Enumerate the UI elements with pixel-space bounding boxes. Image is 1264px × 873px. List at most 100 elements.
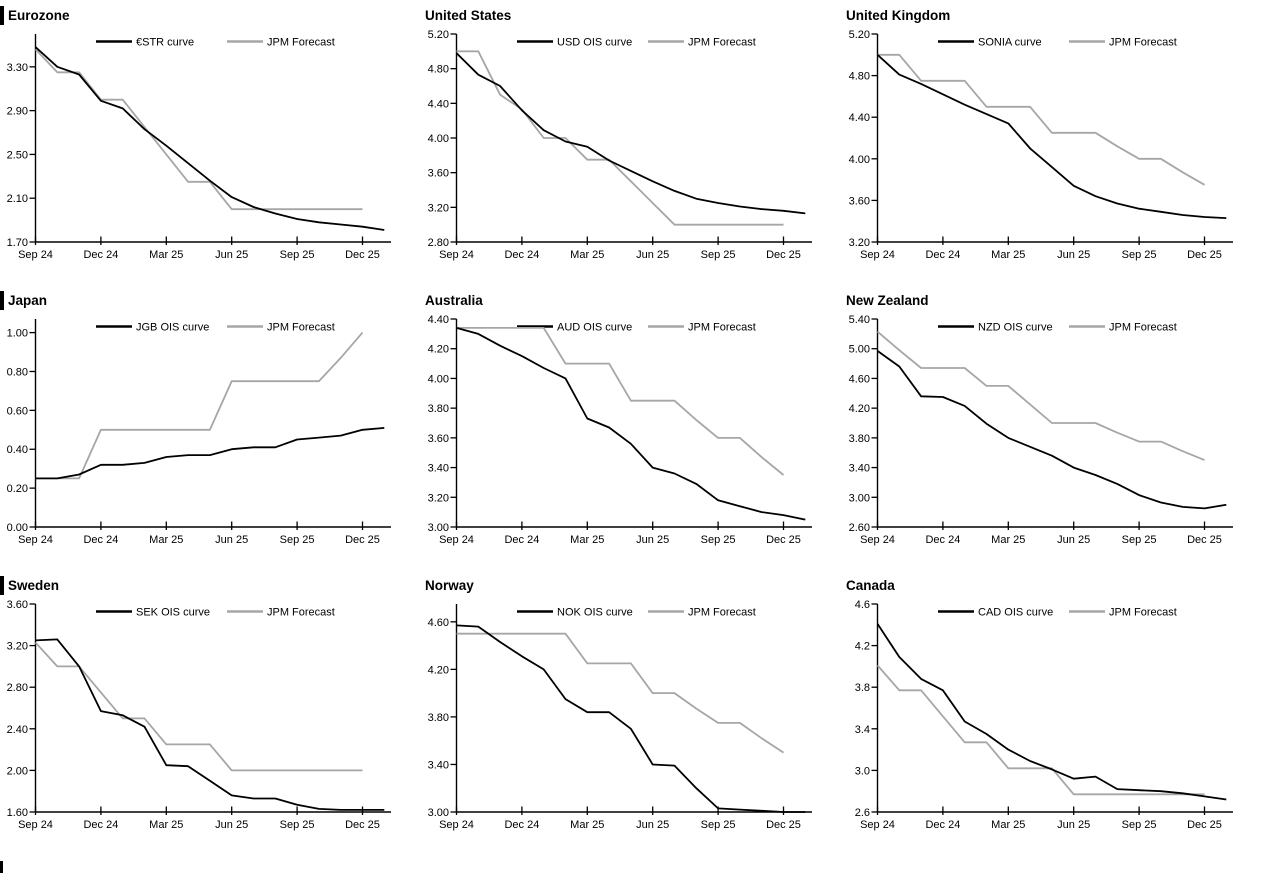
x-tick-label: Dec 24 bbox=[83, 249, 118, 261]
chart-cell-australia: Australia AUD OIS curve JPM Forecast 3.00 3.… bbox=[421, 285, 842, 570]
forecast-line bbox=[34, 641, 363, 772]
x-tick-label: Jun 25 bbox=[215, 534, 248, 546]
section-bar bbox=[0, 5, 4, 25]
x-tick-label: Sep 25 bbox=[280, 249, 315, 261]
y-tick-label: 4.6 bbox=[855, 599, 870, 611]
y-tick-label: 3.60 bbox=[428, 168, 449, 180]
chart-cell-united-states: United States USD OIS curve JPM Forecast 2.… bbox=[421, 0, 842, 285]
y-tick-label: 0.00 bbox=[7, 522, 28, 534]
legend-forecast-label: JPM Forecast bbox=[688, 322, 756, 334]
legend-ois-label: USD OIS curve bbox=[557, 37, 632, 49]
legend-ois-label: NZD OIS curve bbox=[978, 322, 1053, 334]
x-tick-label: Sep 25 bbox=[1122, 819, 1157, 831]
x-tick-label: Dec 25 bbox=[345, 819, 380, 831]
y-tick-label: 5.00 bbox=[849, 344, 870, 356]
y-tick-label: 2.00 bbox=[7, 765, 28, 777]
x-tick-label: Sep 24 bbox=[860, 534, 895, 546]
y-tick-label: 3.40 bbox=[428, 463, 449, 475]
x-tick-label: Dec 25 bbox=[1187, 249, 1222, 261]
y-tick-label: 3.20 bbox=[7, 641, 28, 653]
y-tick-label: 4.40 bbox=[428, 314, 449, 326]
chart-title: United States bbox=[425, 7, 512, 23]
ois-curve-line bbox=[456, 624, 806, 813]
chart-title: Canada bbox=[846, 577, 895, 593]
chart-plot-united-states: USD OIS curve JPM Forecast 2.80 3.20 3.60 4.0… bbox=[428, 29, 812, 261]
y-tick-label: 5.20 bbox=[428, 29, 449, 41]
legend-ois-label: €STR curve bbox=[136, 37, 194, 49]
forecast-line bbox=[877, 53, 1205, 186]
forecast-line bbox=[456, 632, 784, 754]
chart-plot-canada: CAD OIS curve JPM Forecast 2.6 3.0 3.4 3.8 4.2… bbox=[855, 599, 1233, 831]
legend-forecast-label: JPM Forecast bbox=[1109, 37, 1177, 49]
chart-cell-united-kingdom: United Kingdom SONIA curve JPM Forecast 3.2… bbox=[842, 0, 1264, 285]
y-tick-label: 0.80 bbox=[7, 366, 28, 378]
x-tick-label: Sep 25 bbox=[1122, 534, 1157, 546]
x-tick-label: Sep 25 bbox=[701, 534, 736, 546]
x-tick-label: Sep 24 bbox=[439, 249, 474, 261]
legend-ois-label: AUD OIS curve bbox=[557, 322, 632, 334]
y-tick-label: 2.50 bbox=[7, 149, 28, 161]
x-tick-label: Jun 25 bbox=[215, 819, 248, 831]
y-tick-label: 3.8 bbox=[855, 682, 870, 694]
chart-title-row: United Kingdom bbox=[842, 0, 1264, 28]
x-tick-label: Dec 25 bbox=[345, 249, 380, 261]
y-tick-label: 3.80 bbox=[849, 433, 870, 445]
ois-curve-line bbox=[876, 623, 1227, 801]
x-tick-label: Sep 24 bbox=[860, 819, 895, 831]
ois-curve-line bbox=[455, 52, 806, 215]
x-tick-label: Sep 25 bbox=[1122, 249, 1157, 261]
x-tick-label: Sep 24 bbox=[439, 819, 474, 831]
y-tick-label: 3.20 bbox=[849, 237, 870, 249]
y-tick-label: 4.00 bbox=[428, 133, 449, 145]
x-tick-label: Sep 24 bbox=[18, 249, 53, 261]
forecast-line bbox=[456, 326, 785, 476]
legend-forecast-label: JPM Forecast bbox=[688, 607, 756, 619]
x-tick-label: Mar 25 bbox=[570, 819, 604, 831]
y-tick-label: 3.40 bbox=[428, 759, 449, 771]
x-tick-label: Mar 25 bbox=[149, 819, 183, 831]
y-tick-label: 1.70 bbox=[7, 237, 28, 249]
y-tick-label: 2.10 bbox=[7, 193, 28, 205]
chart-title-row: Eurozone bbox=[0, 0, 421, 28]
ois-curve-line bbox=[34, 46, 385, 231]
y-tick-label: 5.40 bbox=[849, 314, 870, 326]
chart-cell-norway: Norway NOK OIS curve JPM Forecast 3.00 3.40 3… bbox=[421, 570, 842, 873]
legend-ois-label: SONIA curve bbox=[978, 37, 1042, 49]
forecast-line bbox=[456, 50, 784, 226]
x-tick-label: Mar 25 bbox=[991, 534, 1025, 546]
legend-forecast-label: JPM Forecast bbox=[267, 37, 335, 49]
y-tick-label: 4.60 bbox=[428, 617, 449, 629]
chart-title: United Kingdom bbox=[846, 7, 951, 23]
legend-forecast-label: JPM Forecast bbox=[688, 37, 756, 49]
y-tick-label: 3.0 bbox=[855, 765, 870, 777]
chart-title-row: United States bbox=[421, 0, 842, 28]
legend-forecast-label: JPM Forecast bbox=[1109, 607, 1177, 619]
x-tick-label: Dec 25 bbox=[1187, 819, 1222, 831]
chart-plot-norway: NOK OIS curve JPM Forecast 3.00 3.40 3.80 4.2… bbox=[428, 604, 812, 831]
chart-title-row: Sweden bbox=[0, 570, 421, 598]
y-tick-label: 4.20 bbox=[428, 664, 449, 676]
y-tick-label: 4.20 bbox=[849, 403, 870, 415]
ois-curve-line bbox=[876, 54, 1227, 219]
legend-ois-label: CAD OIS curve bbox=[978, 607, 1053, 619]
y-tick-label: 2.80 bbox=[7, 682, 28, 694]
forecast-line bbox=[876, 330, 1205, 461]
chart-plot-japan: JGB OIS curve JPM Forecast 0.00 0.20 0.40 0.6… bbox=[7, 319, 391, 546]
y-tick-label: 4.80 bbox=[849, 71, 870, 83]
y-tick-label: 2.60 bbox=[849, 522, 870, 534]
chart-plot-eurozone: €STR curve JPM Forecast 1.70 2.10 2.50 2.90 3.… bbox=[7, 34, 391, 261]
x-tick-label: Jun 25 bbox=[1057, 249, 1090, 261]
y-tick-label: 3.00 bbox=[849, 492, 870, 504]
x-tick-label: Dec 24 bbox=[83, 819, 118, 831]
chart-title: Japan bbox=[8, 292, 48, 308]
x-tick-label: Dec 24 bbox=[504, 534, 539, 546]
chart-cell-eurozone: Eurozone €STR curve JPM Forecast 1.70 2.10 2.… bbox=[0, 0, 421, 285]
section-bar bbox=[0, 290, 4, 310]
chart-title-row: Australia bbox=[421, 285, 842, 313]
y-tick-label: 4.20 bbox=[428, 344, 449, 356]
x-tick-label: Sep 24 bbox=[860, 249, 895, 261]
chart-title: Norway bbox=[425, 577, 474, 593]
y-tick-label: 3.00 bbox=[428, 522, 449, 534]
x-tick-label: Mar 25 bbox=[991, 819, 1025, 831]
y-tick-label: 1.00 bbox=[7, 328, 28, 340]
